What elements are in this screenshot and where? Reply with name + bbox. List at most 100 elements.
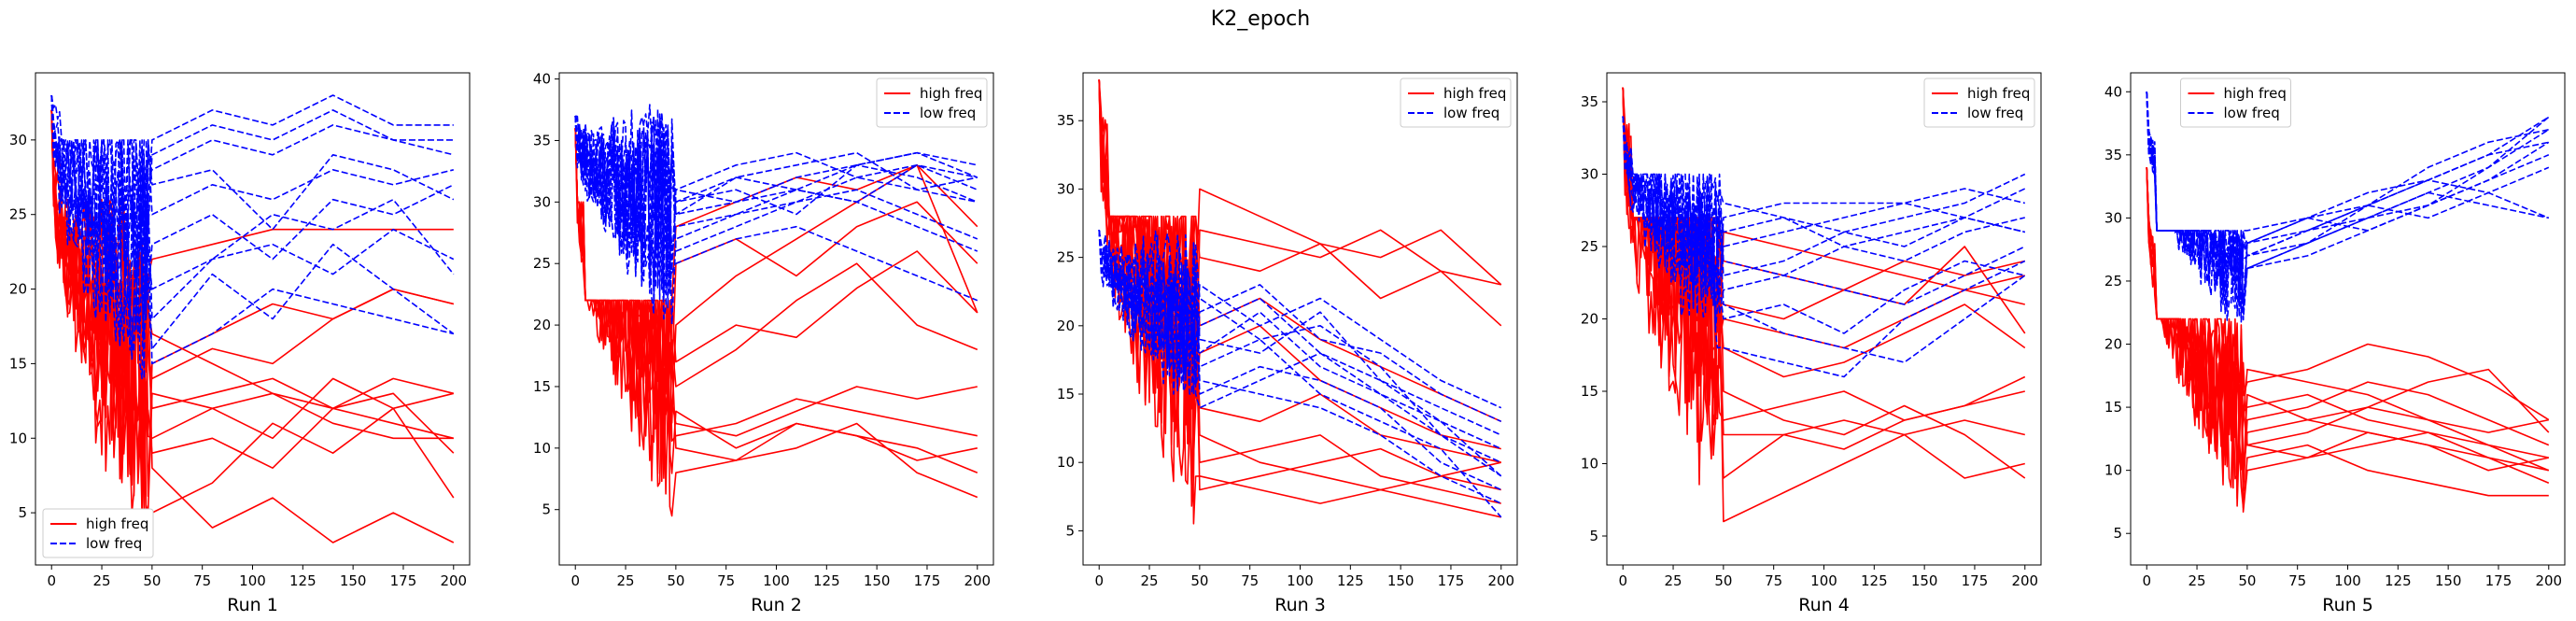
low-freq-line-10 — [50, 94, 455, 380]
x-tick-label: 75 — [2288, 572, 2306, 589]
x-tick-label: 50 — [2238, 572, 2256, 589]
y-ticks: 5 10 15 20 25 30 35 — [1581, 93, 1607, 544]
y-tick-label: 30 — [1057, 180, 1075, 197]
high-freq-line-10 — [574, 128, 978, 474]
x-tick-label: 25 — [92, 572, 110, 589]
y-tick-label: 15 — [2104, 399, 2122, 416]
low-freq-line-10 — [574, 116, 978, 320]
legend-low-label: low freq — [86, 535, 142, 552]
x-tick-label: 25 — [616, 572, 634, 589]
x-tick-label: 75 — [717, 572, 735, 589]
x-tick-label: 50 — [667, 572, 684, 589]
y-tick-label: 25 — [9, 206, 27, 223]
y-tick-label: 25 — [1581, 238, 1598, 255]
x-tick-label: 200 — [440, 572, 467, 589]
legend: high freq low freq — [1400, 78, 1512, 128]
x-tick-label: 75 — [1241, 572, 1259, 589]
y-tick-label: 5 — [18, 504, 27, 521]
legend-low-label: low freq — [1443, 105, 1499, 121]
y-tick-label: 20 — [2104, 336, 2122, 353]
legend-high-label: high freq — [86, 515, 148, 532]
x-tick-label: 50 — [1190, 572, 1208, 589]
x-tick-label: 150 — [864, 572, 891, 589]
legend-high-label: high freq — [920, 85, 982, 102]
y-tick-label: 30 — [9, 132, 27, 148]
x-axis-label: Run 1 — [227, 595, 278, 615]
plot-lines — [1098, 79, 1502, 525]
x-axis-label: Run 3 — [1274, 595, 1326, 615]
x-tick-label: 75 — [1765, 572, 1782, 589]
x-tick-label: 150 — [1387, 572, 1415, 589]
subplot-run-5: 0 25 50 75 100 125 150 175 200 5 10 15 20 25 30 35 40 R… — [2104, 72, 2566, 615]
low-freq-line-5 — [2146, 92, 2550, 318]
x-tick-label: 100 — [1810, 572, 1837, 589]
x-tick-label: 150 — [2435, 572, 2462, 589]
low-freq-line-9 — [2146, 92, 2550, 318]
low-freq-line-7 — [574, 116, 978, 289]
y-tick-label: 10 — [9, 430, 27, 446]
y-tick-label: 35 — [2104, 147, 2122, 163]
legend-high-label: high freq — [2224, 85, 2287, 102]
x-tick-label: 50 — [1714, 572, 1732, 589]
series-low-freq — [50, 94, 455, 380]
y-tick-label: 40 — [2104, 83, 2122, 100]
x-tick-label: 0 — [1094, 572, 1104, 589]
low-freq-line-8 — [50, 94, 455, 360]
y-tick-label: 10 — [1057, 454, 1075, 471]
x-tick-label: 175 — [390, 572, 417, 589]
series-low-freq — [2146, 92, 2550, 323]
plot-lines — [574, 104, 978, 517]
x-tick-label: 125 — [813, 572, 840, 589]
y-tick-label: 15 — [1057, 386, 1075, 402]
y-tick-label: 20 — [1057, 318, 1075, 334]
low-freq-line-3 — [1622, 116, 2025, 315]
y-tick-label: 5 — [2113, 525, 2122, 542]
y-ticks: 5 10 15 20 25 30 35 40 — [2104, 83, 2131, 542]
low-freq-line-8 — [574, 115, 978, 293]
y-tick-label: 5 — [542, 501, 551, 518]
y-tick-label: 25 — [2104, 273, 2122, 289]
subplot-run-4: 0 25 50 75 100 125 150 175 200 5 10 15 20 25 30 35 Run… — [1581, 72, 2042, 615]
y-ticks: 5 10 15 20 25 30 35 — [1057, 112, 1083, 539]
x-tick-label: 100 — [763, 572, 790, 589]
legend-box — [42, 508, 154, 558]
y-tick-label: 35 — [533, 132, 551, 148]
y-tick-label: 10 — [533, 440, 551, 457]
x-axis-label: Run 5 — [2322, 595, 2373, 615]
high-freq-line-10 — [1622, 87, 2025, 393]
y-tick-label: 15 — [533, 378, 551, 395]
low-freq-line-8 — [2146, 92, 2549, 300]
y-tick-label: 40 — [533, 71, 551, 88]
x-tick-label: 100 — [239, 572, 266, 589]
subplot-run-1: 0 25 50 75 100 125 150 175 200 5 10 15 20 25 30 Run 1… — [9, 72, 471, 615]
low-freq-line-8 — [1098, 230, 1502, 409]
x-tick-label: 125 — [1861, 572, 1888, 589]
y-tick-label: 25 — [533, 255, 551, 272]
legend: high freq low freq — [42, 508, 154, 558]
low-freq-line-9 — [574, 113, 978, 294]
x-tick-label: 150 — [1911, 572, 1938, 589]
legend: high freq low freq — [2180, 78, 2291, 128]
series-high-freq — [2146, 167, 2550, 514]
x-tick-label: 200 — [2535, 572, 2562, 589]
legend-low-label: low freq — [2224, 105, 2280, 121]
y-tick-label: 20 — [1581, 311, 1598, 328]
x-ticks: 0 25 50 75 100 125 150 175 200 — [47, 565, 467, 589]
plot-lines — [50, 94, 455, 543]
low-freq-line-1 — [1098, 230, 1502, 436]
x-tick-label: 25 — [1664, 572, 1682, 589]
low-freq-line-9 — [50, 94, 455, 297]
legend-high-label: high freq — [1443, 85, 1506, 102]
y-tick-label: 15 — [1581, 383, 1598, 400]
x-tick-label: 175 — [914, 572, 941, 589]
x-tick-label: 0 — [1618, 572, 1627, 589]
high-freq-line-7 — [2146, 167, 2549, 509]
figure-title: K2_epoch — [1211, 7, 1310, 31]
series-low-freq — [574, 104, 978, 326]
x-tick-label: 100 — [1287, 572, 1314, 589]
y-tick-label: 15 — [9, 355, 27, 372]
high-freq-line-8 — [574, 128, 978, 517]
x-tick-label: 125 — [1337, 572, 1364, 589]
x-ticks: 0 25 50 75 100 125 150 175 200 — [1094, 565, 1514, 589]
